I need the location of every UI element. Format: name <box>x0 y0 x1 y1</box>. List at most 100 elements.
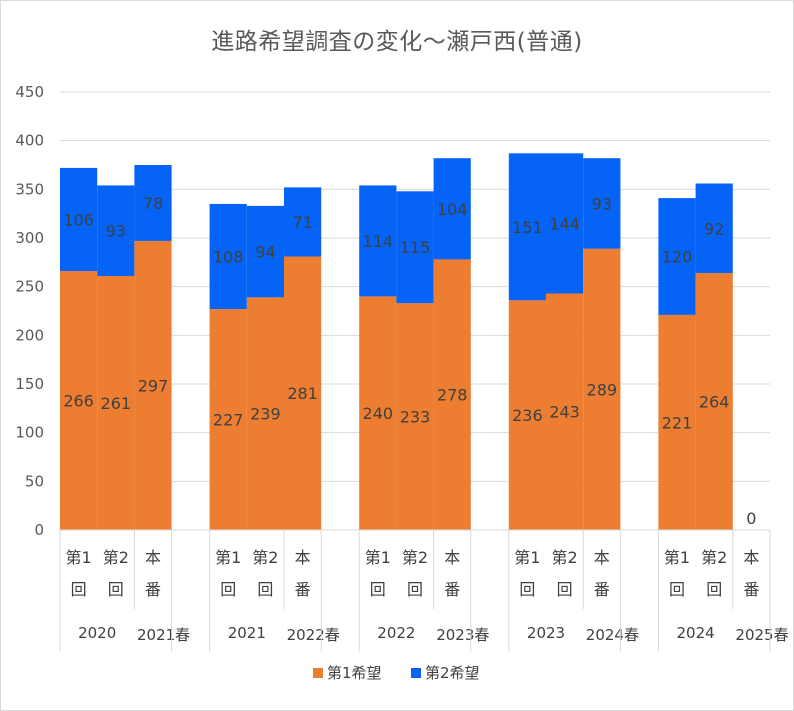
y-tick-label: 300 <box>15 229 44 247</box>
bar-series2 <box>508 153 546 301</box>
group-year-label: 2022 <box>377 624 415 642</box>
bar-series1 <box>284 256 322 530</box>
bar-series1 <box>60 271 98 530</box>
bar-series2 <box>396 191 434 304</box>
group-season-label: 2025春 <box>735 626 788 644</box>
category-label-bottom: 回 <box>407 580 423 599</box>
bar-series2 <box>658 198 696 315</box>
bar-series1 <box>583 248 621 530</box>
bar-series1 <box>508 300 546 530</box>
category-label-top: 第2 <box>103 548 129 567</box>
bar-series2 <box>546 153 584 294</box>
category-label-top: 第2 <box>701 548 727 567</box>
category-label-top: 第1 <box>365 548 391 567</box>
bar-series1 <box>658 314 696 530</box>
bar-series2 <box>359 185 397 297</box>
category-label-bottom: 番 <box>444 580 460 599</box>
y-tick-label: 400 <box>15 132 44 150</box>
data-label-series1: 243 <box>549 403 580 422</box>
bar-series1 <box>546 293 584 530</box>
data-label-series2: 106 <box>63 211 94 230</box>
y-tick-label: 200 <box>15 326 44 344</box>
bar-series2 <box>246 205 284 298</box>
category-label-bottom: 回 <box>257 580 273 599</box>
y-tick-label: 350 <box>15 180 44 198</box>
data-label-series2: 94 <box>255 243 275 262</box>
category-label-top: 本 <box>295 548 311 567</box>
category-label-top: 本 <box>444 548 460 567</box>
category-label-top: 第1 <box>514 548 540 567</box>
category-label-bottom: 回 <box>519 580 535 599</box>
bar-series1 <box>695 273 733 530</box>
group-season-label: 2021春 <box>137 626 190 644</box>
category-label-bottom: 番 <box>145 580 161 599</box>
data-label-series1: 264 <box>699 393 730 412</box>
y-tick-label: 450 <box>15 83 44 101</box>
category-label-top: 第1 <box>664 548 690 567</box>
category-label-bottom: 番 <box>594 580 610 599</box>
chart-title: 進路希望調査の変化～瀬戸西(普通) <box>211 29 583 55</box>
bar-series2 <box>433 158 471 260</box>
data-label-series2: 108 <box>213 247 244 266</box>
bar-series2 <box>97 185 135 276</box>
data-label-series2: 93 <box>106 222 126 241</box>
bar-series1 <box>433 259 471 530</box>
data-label-series1: 227 <box>213 411 244 430</box>
category-label-top: 本 <box>145 548 161 567</box>
y-tick-label: 0 <box>34 521 44 539</box>
group-season-label: 2023春 <box>436 626 489 644</box>
data-label-series1: 281 <box>287 384 318 403</box>
group-season-label: 2024春 <box>586 626 639 644</box>
data-label-series2: 115 <box>400 238 431 257</box>
data-label-series1: 289 <box>587 380 618 399</box>
y-tick-label: 150 <box>15 375 44 393</box>
category-label-bottom: 番 <box>295 580 311 599</box>
legend-label: 第2希望 <box>425 664 480 682</box>
data-label-series2: 144 <box>549 214 580 233</box>
data-label-series2: 151 <box>512 218 543 237</box>
data-label-series1: 266 <box>63 392 94 411</box>
y-tick-label: 100 <box>15 424 44 442</box>
bar-series1 <box>209 309 247 530</box>
data-label-series1: 240 <box>363 404 394 423</box>
data-label-series2: 78 <box>143 194 163 213</box>
legend-label: 第1希望 <box>327 664 382 682</box>
category-label-bottom: 回 <box>557 580 573 599</box>
data-label-series2: 104 <box>437 200 468 219</box>
data-label-series1: 236 <box>512 406 543 425</box>
y-tick-label: 50 <box>25 472 44 490</box>
legend-swatch <box>313 668 323 678</box>
data-label-series2: 92 <box>704 219 724 238</box>
data-label-series1: 221 <box>662 413 693 432</box>
data-label-series1: 239 <box>250 405 281 424</box>
data-label-series2: 93 <box>592 194 612 213</box>
category-label-bottom: 回 <box>108 580 124 599</box>
data-label-series2: 71 <box>292 213 312 232</box>
bar-series1 <box>359 296 397 530</box>
data-label-series1: 233 <box>400 408 431 427</box>
data-label-series1: 297 <box>138 376 169 395</box>
category-label-top: 第1 <box>66 548 92 567</box>
category-label-top: 本 <box>743 548 759 567</box>
category-label-bottom: 回 <box>669 580 685 599</box>
data-label-series1: 261 <box>101 394 132 413</box>
group-season-label: 2022春 <box>287 626 340 644</box>
bar-series2 <box>583 158 621 249</box>
bar-series2 <box>60 167 98 272</box>
bar-series1 <box>97 275 135 530</box>
y-tick-label: 250 <box>15 278 44 296</box>
data-label-series1: 278 <box>437 386 468 405</box>
category-label-bottom: 回 <box>220 580 236 599</box>
data-label-series2: 114 <box>363 232 394 251</box>
bar-series1 <box>396 303 434 530</box>
group-year-label: 2020 <box>78 624 116 642</box>
group-year-label: 2021 <box>228 624 266 642</box>
category-label-bottom: 回 <box>706 580 722 599</box>
category-label-bottom: 回 <box>370 580 386 599</box>
bar-series2 <box>134 165 172 241</box>
category-label-top: 本 <box>594 548 610 567</box>
category-label-top: 第2 <box>252 548 278 567</box>
legend-swatch <box>411 668 421 678</box>
group-year-label: 2024 <box>677 624 715 642</box>
